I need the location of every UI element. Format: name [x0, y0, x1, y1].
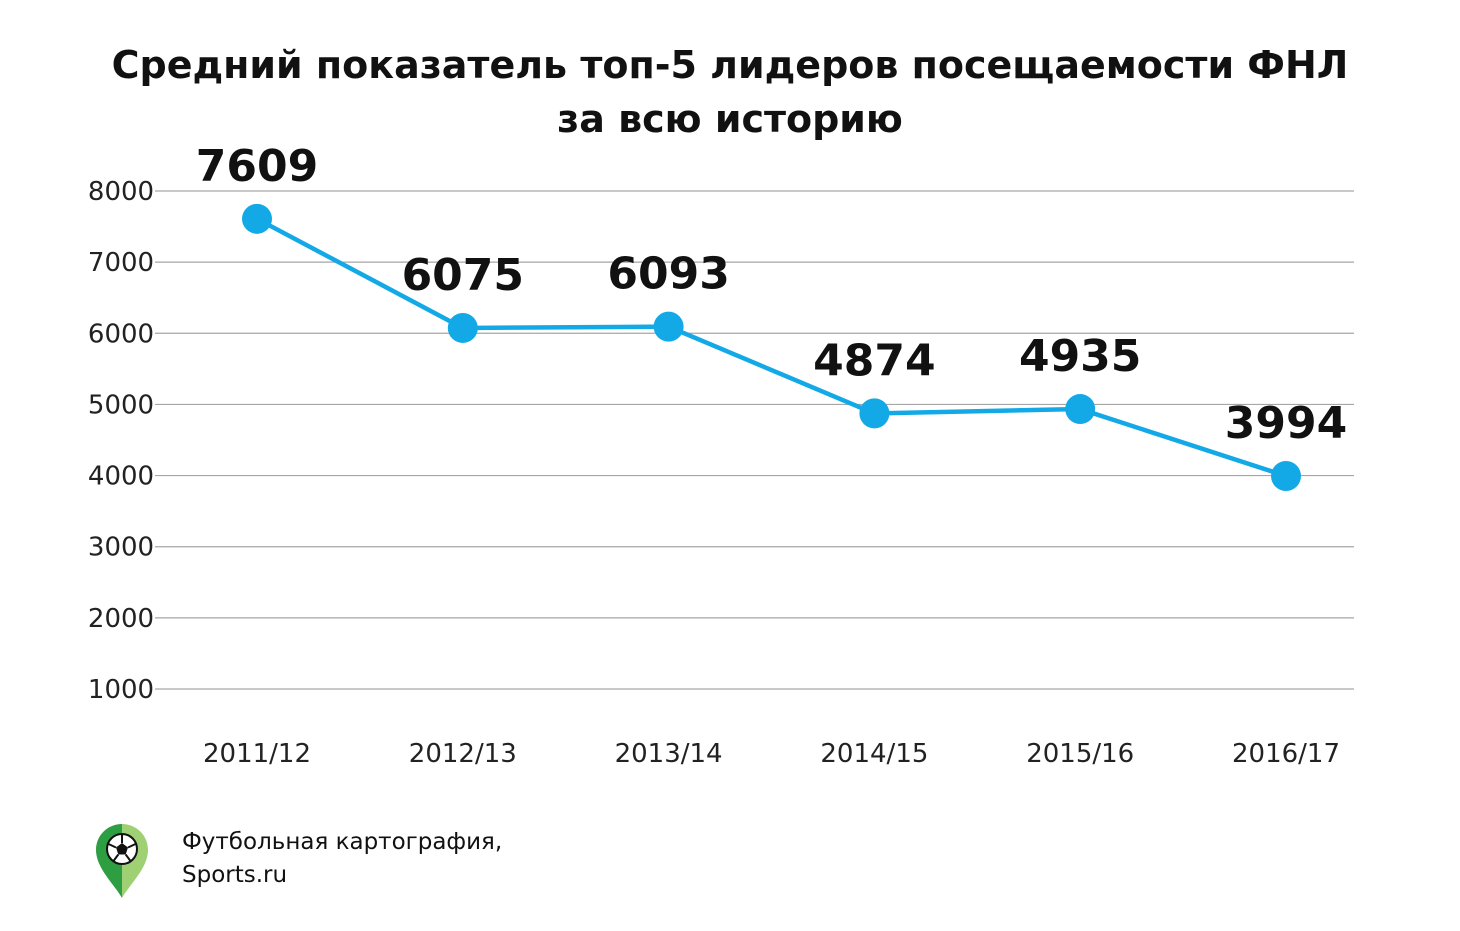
- data-label: 3994: [1225, 398, 1347, 449]
- y-tick-label: 8000: [88, 177, 154, 207]
- series-polyline: [255, 216, 1287, 479]
- data-points: [242, 203, 1301, 491]
- x-axis-tick-labels: 2011/12 2012/13 2013/14 2014/15 2015/16 2016/…: [203, 739, 1340, 769]
- x-tick-label: 2013/14: [615, 739, 723, 769]
- chart-title-line-2: за всю историю: [557, 97, 903, 141]
- y-tick-label: 6000: [88, 319, 154, 349]
- x-tick-label: 2015/16: [1026, 739, 1134, 769]
- source-credit: Футбольная картография, Sports.ru: [182, 826, 502, 892]
- data-point: [1065, 394, 1096, 425]
- y-axis-tick-labels: 8000 7000 6000 5000 4000 3000 2000 1000: [88, 177, 154, 705]
- chart-title-line-1: Средний показатель топ-5 лидеров посещае…: [111, 43, 1349, 87]
- gridlines: [155, 190, 1354, 690]
- series-line: [255, 216, 1287, 479]
- x-tick-label: 2016/17: [1232, 739, 1340, 769]
- data-point: [653, 311, 684, 342]
- y-tick-label: 1000: [88, 675, 154, 705]
- credit-line-1: Футбольная картография,: [182, 829, 503, 855]
- y-tick-label: 5000: [88, 390, 154, 420]
- y-tick-label: 7000: [88, 248, 154, 278]
- data-label: 4874: [813, 335, 935, 386]
- data-point: [1271, 460, 1301, 491]
- data-label: 7609: [196, 141, 318, 192]
- data-point: [242, 203, 272, 234]
- y-tick-label: 4000: [88, 462, 154, 492]
- x-tick-label: 2014/15: [820, 739, 928, 769]
- data-label: 6093: [607, 249, 729, 300]
- data-labels: 7609 6075 6093 4874 4935 3994: [196, 141, 1347, 449]
- logo-ball-seams: [108, 835, 136, 862]
- chart-title: Средний показатель топ-5 лидеров посещае…: [0, 38, 1460, 146]
- data-point: [859, 398, 890, 429]
- y-tick-label: 3000: [88, 533, 154, 563]
- data-label: 6075: [402, 250, 524, 301]
- map-pin-football-icon: [96, 824, 148, 898]
- x-tick-label: 2012/13: [409, 739, 517, 769]
- data-label: 4935: [1019, 331, 1141, 382]
- x-tick-label: 2011/12: [203, 739, 311, 769]
- y-tick-label: 2000: [88, 604, 154, 634]
- data-point: [447, 312, 478, 343]
- credit-line-2: Sports.ru: [182, 862, 288, 888]
- logo-ball-center-patch: [116, 843, 128, 855]
